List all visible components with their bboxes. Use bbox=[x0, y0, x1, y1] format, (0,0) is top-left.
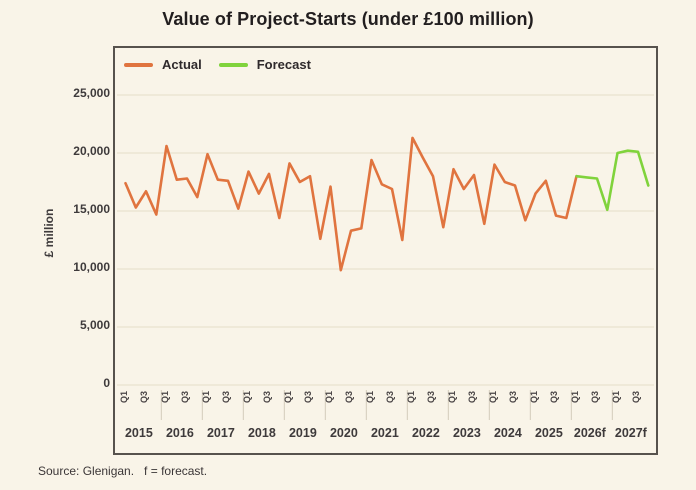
page-title: Value of Project-Starts (under £100 mill… bbox=[162, 9, 534, 29]
x-axis-quarter-label: Q1 bbox=[446, 391, 457, 404]
x-axis-quarter-label: Q1 bbox=[528, 391, 539, 404]
legend-forecast-swatch bbox=[218, 62, 248, 67]
x-axis-quarter-label: Q1 bbox=[159, 391, 170, 404]
x-axis-quarter-label: Q1 bbox=[323, 391, 334, 404]
x-axis-quarter-label: Q1 bbox=[569, 391, 580, 404]
legend-actual-swatch bbox=[124, 62, 153, 67]
x-axis-year-label: 2024 bbox=[493, 426, 522, 440]
x-axis-year-label: 2016 bbox=[165, 426, 194, 440]
x-axis-quarter-label: Q3 bbox=[221, 391, 231, 404]
x-axis-quarter-label: Q3 bbox=[180, 391, 190, 404]
x-axis-quarter-label: Q3 bbox=[590, 391, 600, 404]
chart-panel: Actual Forecast bbox=[113, 46, 658, 455]
chart-legend: Actual Forecast bbox=[124, 57, 328, 72]
y-axis-tick-label: 20,000 bbox=[73, 144, 110, 158]
x-axis-quarter-label: Q1 bbox=[241, 391, 252, 404]
forecast-series-line bbox=[575, 149, 650, 212]
x-axis-year-label: 2022 bbox=[411, 426, 440, 440]
source-note: Source: Glenigan. f = forecast. bbox=[38, 464, 208, 478]
x-axis-quarter-label: Q3 bbox=[549, 391, 559, 404]
actual-series-line bbox=[124, 136, 578, 272]
x-axis-quarter-label: Q1 bbox=[405, 391, 416, 404]
y-axis-tick-label: 10,000 bbox=[73, 260, 110, 274]
x-axis-year-label: 2021 bbox=[370, 426, 399, 440]
x-axis-quarter-label: Q1 bbox=[610, 391, 621, 404]
x-axis-year-label: 2017 bbox=[206, 426, 235, 440]
y-axis-tick-label: 0 bbox=[103, 376, 110, 390]
x-axis-year-label: 2026f bbox=[573, 426, 606, 440]
x-axis-quarter-label: Q1 bbox=[364, 391, 375, 404]
x-axis-quarter-label: Q1 bbox=[487, 391, 498, 404]
x-axis-quarter-label: Q3 bbox=[344, 391, 354, 404]
x-axis-year-label: 2027f bbox=[614, 426, 647, 440]
y-axis-tick-label: 5,000 bbox=[79, 318, 110, 332]
x-axis-quarter-label: Q3 bbox=[508, 391, 518, 404]
legend-forecast-label: Forecast bbox=[256, 57, 311, 72]
legend-actual-label: Actual bbox=[162, 57, 202, 72]
x-axis-year-label: 2018 bbox=[247, 426, 276, 440]
x-axis-quarter-label: Q1 bbox=[118, 391, 129, 404]
x-axis-quarter-label: Q3 bbox=[467, 391, 477, 404]
x-axis-quarter-label: Q3 bbox=[303, 391, 313, 404]
x-axis-quarter-label: Q3 bbox=[426, 391, 436, 404]
x-axis-year-label: 2023 bbox=[452, 426, 481, 440]
x-axis-quarter-label: Q3 bbox=[631, 391, 641, 404]
x-axis-year-label: 2025 bbox=[534, 426, 563, 440]
x-axis-quarter-label: Q3 bbox=[385, 391, 395, 404]
x-axis-year-label: 2019 bbox=[288, 426, 317, 440]
x-axis-quarter-label: Q1 bbox=[282, 391, 293, 404]
y-axis-tick-label: 25,000 bbox=[73, 86, 110, 100]
y-axis-tick-label: 15,000 bbox=[73, 202, 110, 216]
x-axis-quarter-label: Q1 bbox=[200, 391, 211, 404]
x-axis-year-label: 2015 bbox=[124, 426, 153, 440]
x-axis-quarter-label: Q3 bbox=[262, 391, 272, 404]
x-axis-quarter-label: Q3 bbox=[139, 391, 149, 404]
line-chart-plot bbox=[117, 94, 654, 420]
x-axis-year-label: 2020 bbox=[329, 426, 358, 440]
